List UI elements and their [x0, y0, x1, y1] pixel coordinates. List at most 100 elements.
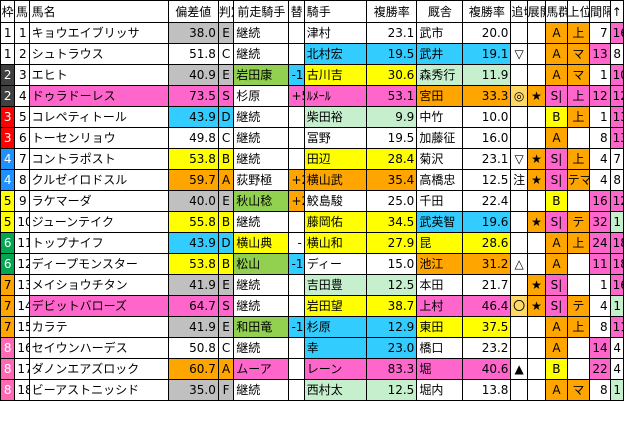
- header-trainer-rate[interactable]: 複勝率: [462, 0, 512, 23]
- header-trainer[interactable]: 厩舎: [416, 0, 464, 23]
- cell-umaban: 18: [14, 379, 30, 401]
- cell-prev-jockey: 横山典: [233, 232, 290, 254]
- cell-tenkai: [526, 253, 547, 275]
- cell-prev-jockey: 継続: [233, 274, 290, 296]
- cell-bagun: A: [545, 253, 568, 275]
- cell-oikiri: [510, 22, 528, 44]
- table-row[interactable]: 4 7 コントラポスト 53.8 B 継続 田辺 28.4 菊沢 23.1 ▽ ★ S| 上 4 7: [0, 148, 625, 170]
- table-row[interactable]: 1 2 シュトラウス 51.8 C 継続 北村宏 19.5 武井 19.1 ▽ A マ 13 8: [0, 43, 625, 65]
- cell-bagun: B: [545, 358, 568, 380]
- cell-kankaku: 8: [589, 316, 611, 338]
- cell-change: [288, 211, 305, 233]
- cell-kankaku: 4: [589, 295, 611, 317]
- cell-up: 1: [609, 379, 625, 401]
- cell-umaban: 4: [14, 85, 30, 107]
- header-horse-name[interactable]: 馬名: [28, 0, 169, 23]
- cell-waku: 5: [0, 190, 16, 212]
- cell-prev-jockey: 荻野極: [233, 169, 290, 191]
- cell-horse-name: ジューンテイク: [28, 211, 169, 233]
- cell-deviation: 38.0: [167, 22, 219, 44]
- cell-judge: B: [217, 148, 235, 170]
- cell-bagun: S|: [545, 148, 568, 170]
- cell-bagun: B: [545, 106, 568, 128]
- cell-trainer-rate: 11.9: [462, 64, 512, 86]
- header-judge[interactable]: 判定: [217, 0, 235, 23]
- cell-trainer: 加藤征: [416, 127, 464, 149]
- cell-jockey: 柴田裕: [303, 106, 368, 128]
- cell-jockey: 津村: [303, 22, 368, 44]
- header-waku[interactable]: 枠: [0, 0, 16, 23]
- header-jockey-rate[interactable]: 複勝率: [366, 0, 418, 23]
- cell-change: [288, 148, 305, 170]
- cell-horse-name: トーセンリョウ: [28, 127, 169, 149]
- cell-kankaku: 32: [589, 211, 611, 233]
- header-prev-jockey[interactable]: 前走騎手: [233, 0, 290, 23]
- cell-jockey: 藤岡佑: [303, 211, 368, 233]
- cell-judge: B: [217, 253, 235, 275]
- cell-prev-jockey: 杉原: [233, 85, 290, 107]
- table-row[interactable]: 24ドゥラドーレス73.5S杉原+5ﾙﾒｰﾙ53.1宮田33.3◎★S|上121…: [0, 85, 625, 107]
- cell-horse-name: ラケマーダ: [28, 190, 169, 212]
- cell-horse-name: コレペティトール: [28, 106, 169, 128]
- header-deviation[interactable]: 偏差値: [167, 0, 219, 23]
- header-change[interactable]: 替: [288, 0, 305, 23]
- header-oikiri[interactable]: 追切: [510, 0, 528, 23]
- cell-joui: マ: [566, 64, 591, 86]
- cell-judge: E: [217, 64, 235, 86]
- cell-trainer-rate: 12.5: [462, 169, 512, 191]
- cell-trainer: 菊沢: [416, 148, 464, 170]
- header-joui[interactable]: 上位: [566, 0, 591, 23]
- cell-deviation: 35.0: [167, 379, 219, 401]
- cell-trainer-rate: 16.0: [462, 127, 512, 149]
- cell-joui: [566, 190, 591, 212]
- header-tenkai[interactable]: 展開: [526, 0, 547, 23]
- cell-deviation: 43.9: [167, 106, 219, 128]
- cell-jockey: ディー: [303, 253, 368, 275]
- cell-waku: 4: [0, 169, 16, 191]
- cell-kankaku: 22: [589, 358, 611, 380]
- table-row[interactable]: 48クルゼイロドスル59.7A荻野極+2横山武35.4高橋忠12.5注★S|テマ…: [0, 169, 625, 191]
- cell-jockey-rate: 15.0: [366, 253, 418, 275]
- cell-bagun: A: [545, 379, 568, 401]
- header-umaban[interactable]: 馬: [14, 0, 30, 23]
- header-up[interactable]: ↑: [609, 0, 625, 23]
- cell-joui: [566, 358, 591, 380]
- cell-waku: 3: [0, 106, 16, 128]
- cell-judge: F: [217, 379, 235, 401]
- header-jockey[interactable]: 騎手: [303, 0, 368, 23]
- cell-jockey-rate: 30.6: [366, 64, 418, 86]
- cell-bagun: S|: [545, 169, 568, 191]
- cell-horse-name: デビットバローズ: [28, 295, 169, 317]
- cell-deviation: 59.7: [167, 169, 219, 191]
- cell-deviation: 50.8: [167, 337, 219, 359]
- cell-umaban: 5: [14, 106, 30, 128]
- cell-oikiri: [510, 232, 528, 254]
- cell-waku: 8: [0, 337, 16, 359]
- cell-tenkai: [526, 106, 547, 128]
- cell-jockey-rate: 23.0: [366, 337, 418, 359]
- header-kankaku[interactable]: 間隔: [589, 0, 611, 23]
- cell-deviation: 41.9: [167, 274, 219, 296]
- cell-change: -1: [288, 64, 305, 86]
- cell-trainer-rate: 33.3: [462, 85, 512, 107]
- cell-horse-name: シュトラウス: [28, 43, 169, 65]
- cell-change: [288, 127, 305, 149]
- cell-judge: E: [217, 22, 235, 44]
- header-bagun[interactable]: 馬群: [545, 0, 568, 23]
- cell-judge: D: [217, 232, 235, 254]
- cell-joui: マ: [566, 379, 591, 401]
